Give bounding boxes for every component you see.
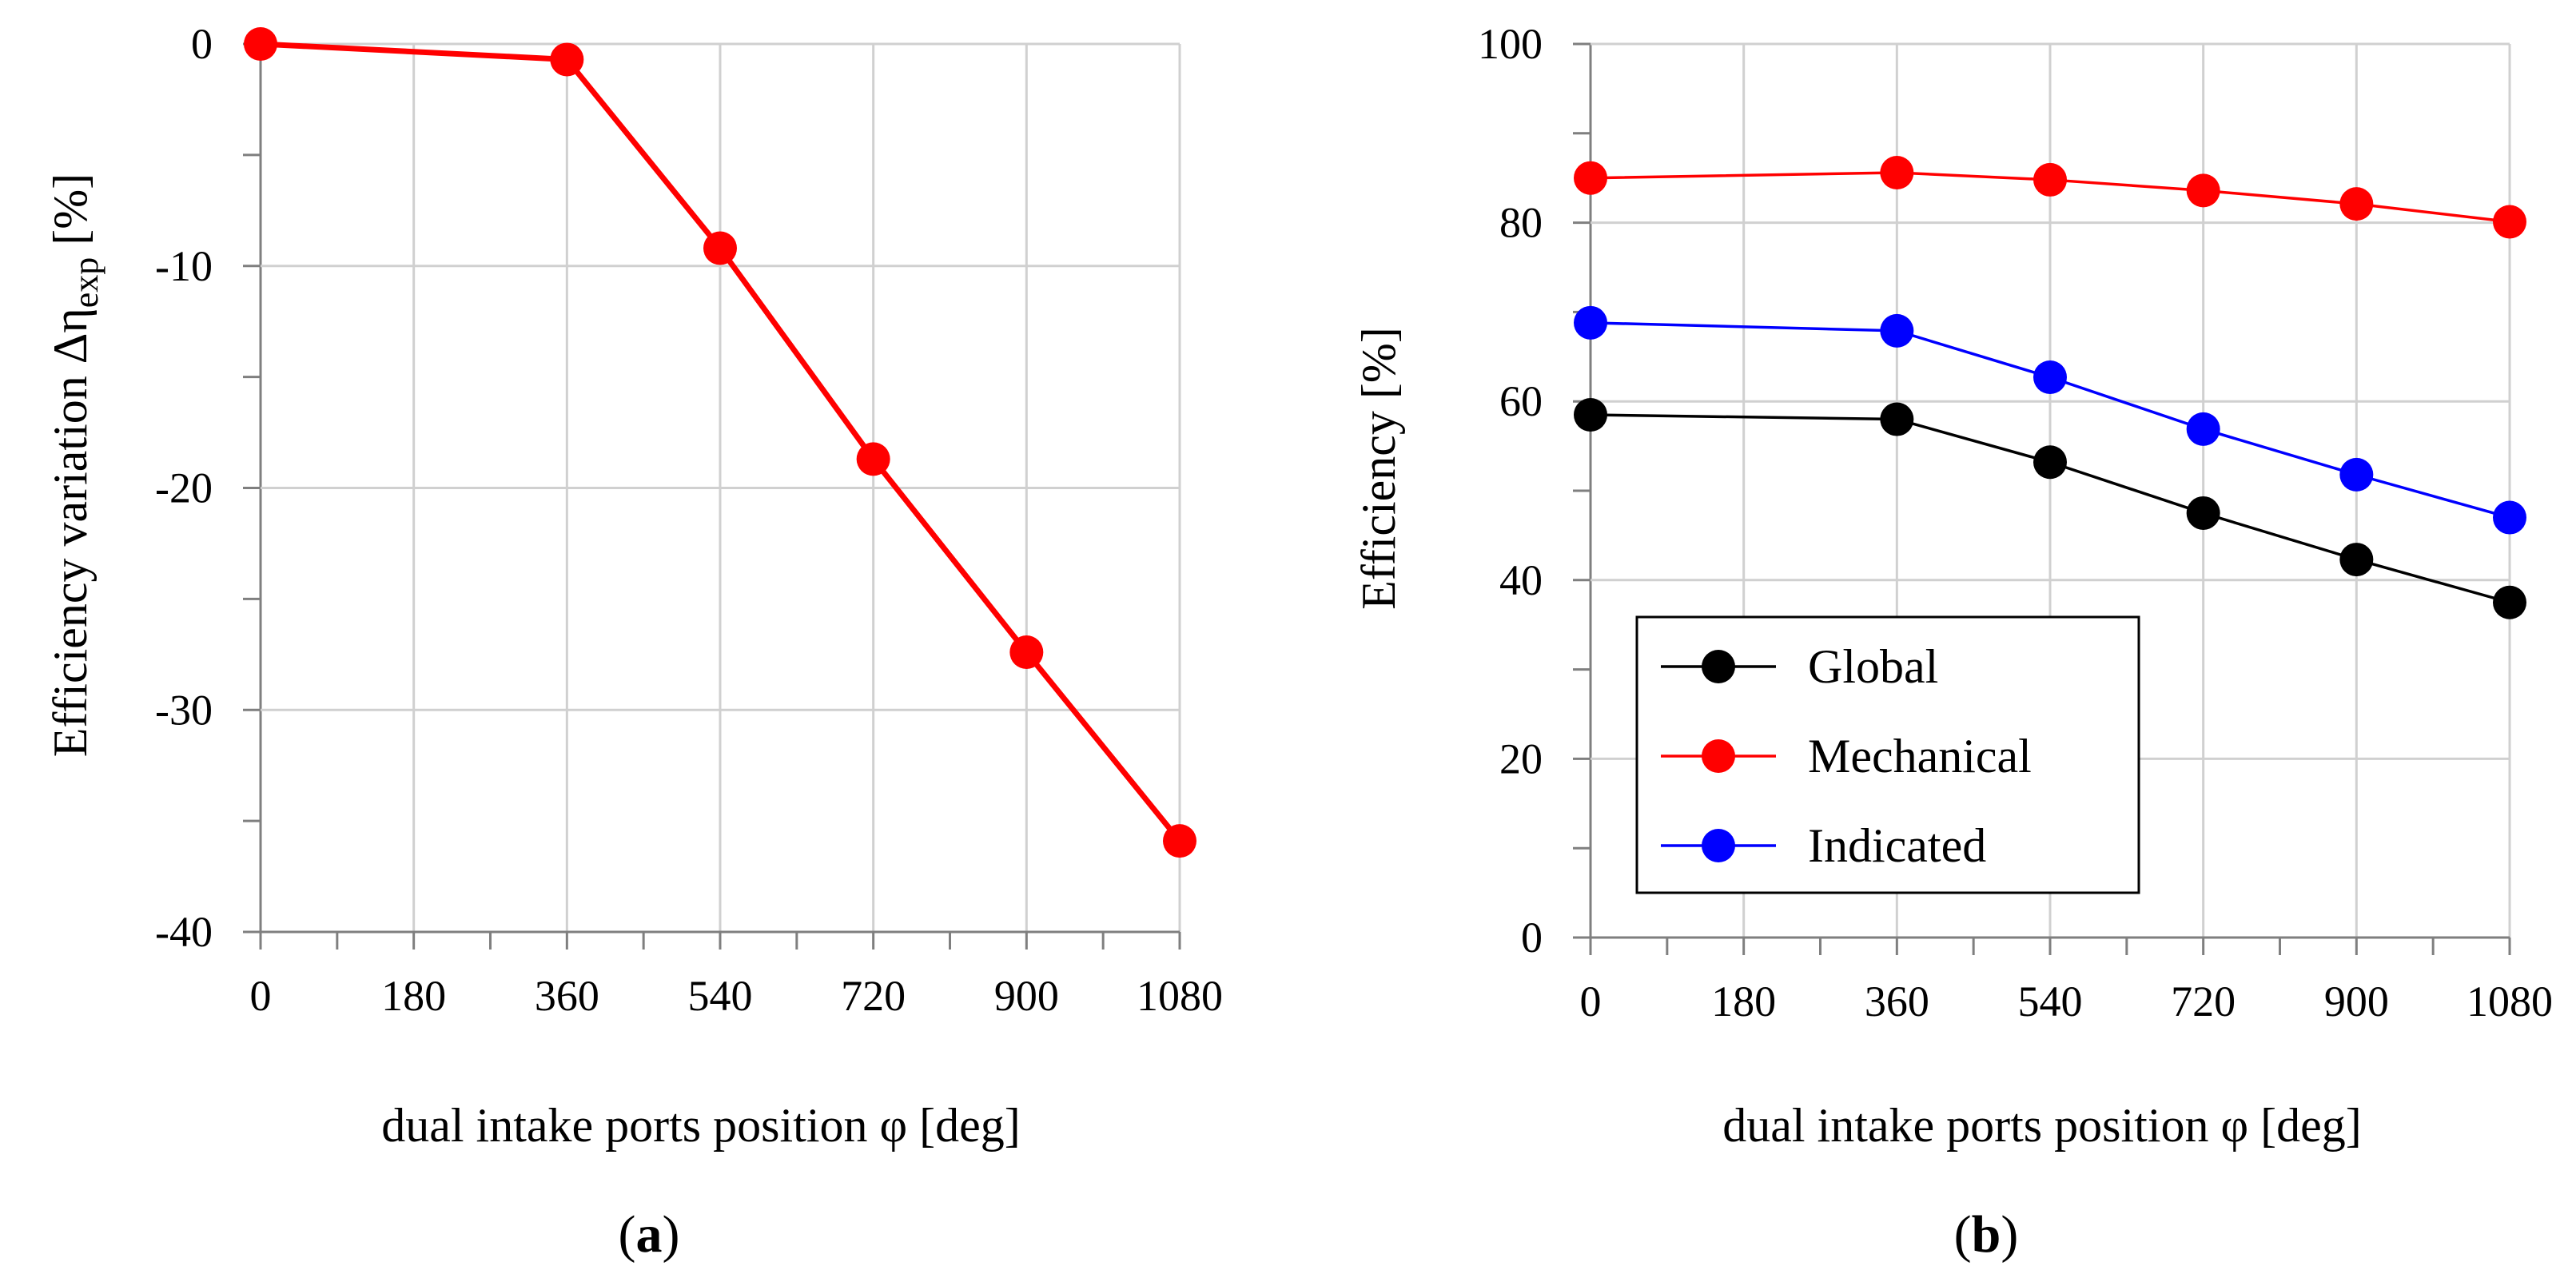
data-point xyxy=(550,42,584,77)
data-point xyxy=(2033,162,2067,197)
panel-b-ylabel: Efficiency [%] xyxy=(1352,327,1405,610)
data-point xyxy=(1163,824,1196,858)
data-point xyxy=(2493,585,2526,619)
x-tick-label: 720 xyxy=(2171,977,2236,1025)
data-point xyxy=(1574,161,1607,195)
x-tick-label: 360 xyxy=(535,972,599,1020)
x-tick-label: 540 xyxy=(688,972,753,1020)
y-tick-label: 100 xyxy=(1478,20,1543,68)
x-tick-label: 0 xyxy=(1580,977,1602,1025)
data-point xyxy=(2033,445,2067,480)
legend-marker xyxy=(1702,650,1735,683)
legend-marker xyxy=(1702,739,1735,773)
series-line-mechanical xyxy=(1590,171,2510,224)
data-point xyxy=(244,27,277,61)
data-point xyxy=(856,442,890,476)
data-point xyxy=(2339,457,2374,492)
legend-label: Mechanical xyxy=(1808,730,2032,782)
x-tick-label: 1080 xyxy=(1137,972,1223,1020)
legend-label: Global xyxy=(1808,640,1938,693)
data-point xyxy=(2493,205,2526,239)
series-line-indicated xyxy=(1590,321,2510,520)
data-point xyxy=(1574,397,1607,432)
panel-a-chart: 0 180 360 540 720 900 1080 0 -10 -20 -30 -40 dual i… xyxy=(44,20,1223,1264)
data-point xyxy=(2493,500,2526,535)
y-tick-label: 80 xyxy=(1499,199,1543,247)
panel-a-xlabel: dual intake ports position φ [deg] xyxy=(381,1099,1020,1152)
y-tick-label: 0 xyxy=(191,20,213,68)
legend: Global Mechanical Indicated xyxy=(1635,615,2140,894)
data-point xyxy=(2186,412,2220,446)
data-point xyxy=(2033,360,2067,395)
series-line-global xyxy=(1590,413,2510,604)
data-point xyxy=(2186,496,2220,530)
data-point xyxy=(1009,635,1044,670)
y-tick-label: 60 xyxy=(1499,377,1543,425)
panel-b-xlabel: dual intake ports position φ [deg] xyxy=(1722,1099,2361,1152)
x-tick-label: 360 xyxy=(1865,977,1929,1025)
y-tick-label: 40 xyxy=(1499,556,1543,604)
series-line-efficiency-variation xyxy=(260,41,1182,843)
panel-a-label: (a) xyxy=(619,1205,680,1264)
y-tick-label: -20 xyxy=(155,464,213,512)
data-point xyxy=(2339,543,2374,577)
data-point xyxy=(1880,313,1914,348)
x-tick-label: 1080 xyxy=(2467,977,2553,1025)
y-tick-label: -40 xyxy=(155,908,213,956)
panel-a-ylabel: Efficiency variation Δηexp [%] xyxy=(44,173,106,757)
x-tick-label: 900 xyxy=(994,972,1059,1020)
x-tick-label: 180 xyxy=(1711,977,1776,1025)
panel-b-label: (b) xyxy=(1954,1205,2019,1264)
y-tick-label: -30 xyxy=(155,686,213,734)
y-tick-label: -10 xyxy=(155,242,213,290)
x-tick-label: 180 xyxy=(381,972,446,1020)
data-point xyxy=(1574,305,1607,340)
legend-label: Indicated xyxy=(1808,819,1986,872)
data-point xyxy=(2186,173,2220,208)
x-tick-label: 720 xyxy=(841,972,906,1020)
data-point xyxy=(1880,402,1914,436)
data-point xyxy=(703,231,737,265)
data-point xyxy=(1880,155,1914,189)
x-tick-label: 900 xyxy=(2324,977,2389,1025)
x-tick-label: 0 xyxy=(250,972,272,1020)
legend-marker xyxy=(1702,829,1735,862)
x-tick-label: 540 xyxy=(2018,977,2083,1025)
data-point xyxy=(2339,187,2374,221)
y-tick-label: 0 xyxy=(1521,914,1543,962)
panel-b-chart: 0 180 360 540 720 900 1080 0 20 40 60 80 100 dual in… xyxy=(1352,20,2553,1264)
y-tick-label: 20 xyxy=(1499,735,1543,782)
